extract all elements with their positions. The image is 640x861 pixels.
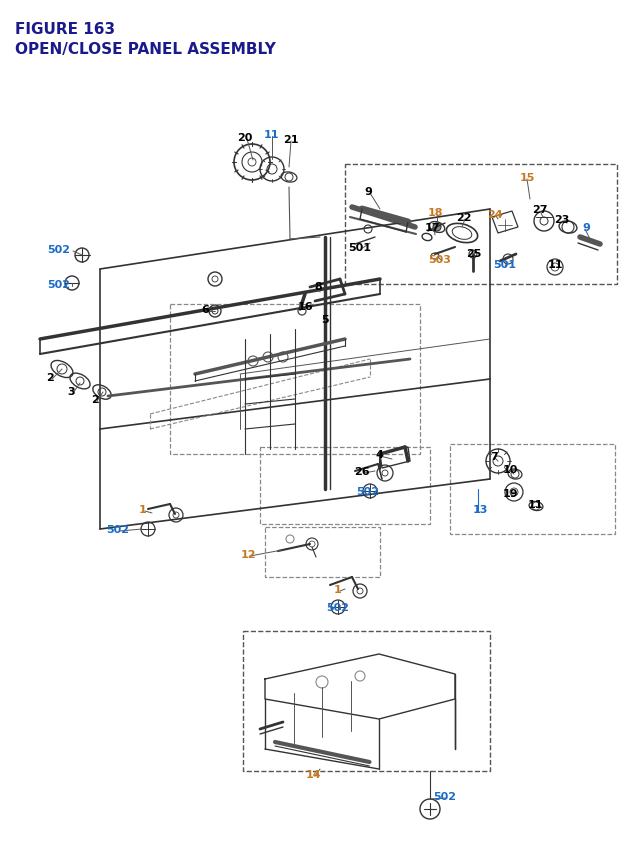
Text: 18: 18 [428,208,443,218]
Text: 11: 11 [527,499,543,510]
Bar [243,631,490,771]
Text: 10: 10 [502,464,518,474]
Bar [450,444,615,535]
Text: 24: 24 [487,210,503,220]
Text: 17: 17 [424,223,440,232]
Text: 502: 502 [106,524,129,535]
Text: 6: 6 [201,305,209,314]
Text: 19: 19 [502,488,518,499]
Text: 9: 9 [582,223,590,232]
Text: 8: 8 [314,282,322,292]
Text: 501: 501 [349,243,371,253]
Text: 4: 4 [375,449,383,460]
Text: 502: 502 [433,791,456,801]
Text: OPEN/CLOSE PANEL ASSEMBLY: OPEN/CLOSE PANEL ASSEMBLY [15,42,276,57]
Text: 11: 11 [547,260,563,269]
Text: 2: 2 [91,394,99,405]
Text: 23: 23 [554,214,570,225]
Text: 25: 25 [467,249,482,258]
Text: 20: 20 [237,133,253,143]
Bar [170,305,420,455]
Text: 502: 502 [326,603,349,612]
Text: 2: 2 [46,373,54,382]
Text: 502: 502 [47,245,70,255]
Text: 15: 15 [519,173,534,183]
Text: 5: 5 [321,314,329,325]
Text: 502: 502 [356,486,380,497]
Text: 503: 503 [429,255,451,264]
Text: 14: 14 [305,769,321,779]
Text: 12: 12 [240,549,256,560]
Text: 501: 501 [493,260,516,269]
Text: 502: 502 [47,280,70,289]
Text: 11: 11 [263,130,279,139]
Text: 27: 27 [532,205,548,214]
Text: 7: 7 [490,451,498,461]
Bar [260,448,430,524]
Bar [265,528,380,578]
Text: 9: 9 [364,187,372,197]
Text: 13: 13 [472,505,488,514]
Text: 22: 22 [456,213,472,223]
Text: 1: 1 [334,585,342,594]
Circle shape [433,224,441,232]
Text: FIGURE 163: FIGURE 163 [15,22,115,37]
Text: 1: 1 [139,505,147,514]
Text: 3: 3 [67,387,75,397]
Text: 16: 16 [297,301,313,312]
Bar [345,164,617,285]
Text: 21: 21 [284,135,299,145]
Text: 26: 26 [354,467,370,476]
